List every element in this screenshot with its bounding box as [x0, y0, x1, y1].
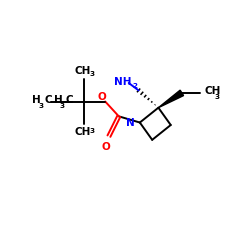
Text: N: N [126, 118, 134, 128]
Text: O: O [102, 142, 110, 152]
Text: CH: CH [75, 128, 91, 138]
Text: C: C [65, 94, 73, 104]
Text: 3: 3 [60, 103, 65, 109]
Text: C: C [44, 94, 52, 104]
Text: 3: 3 [38, 103, 44, 109]
Text: CH: CH [204, 86, 220, 97]
Text: H: H [54, 94, 62, 104]
Text: 2: 2 [133, 83, 138, 89]
Text: H: H [32, 94, 41, 104]
Text: 3: 3 [214, 94, 220, 100]
Text: CH: CH [75, 66, 91, 76]
Text: NH: NH [114, 77, 131, 87]
Text: O: O [97, 92, 106, 102]
Polygon shape [158, 90, 184, 108]
Text: 3: 3 [90, 71, 94, 77]
Text: 3: 3 [90, 128, 94, 134]
